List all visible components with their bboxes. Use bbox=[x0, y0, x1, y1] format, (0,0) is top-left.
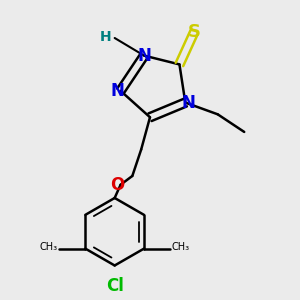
Text: CH₃: CH₃ bbox=[39, 242, 57, 252]
Text: N: N bbox=[111, 82, 124, 100]
Text: O: O bbox=[110, 176, 125, 194]
Text: S: S bbox=[188, 23, 201, 41]
Text: Cl: Cl bbox=[106, 277, 124, 295]
Text: CH₃: CH₃ bbox=[172, 242, 190, 252]
Text: N: N bbox=[181, 94, 195, 112]
Text: H: H bbox=[100, 29, 112, 44]
Text: N: N bbox=[137, 46, 151, 64]
